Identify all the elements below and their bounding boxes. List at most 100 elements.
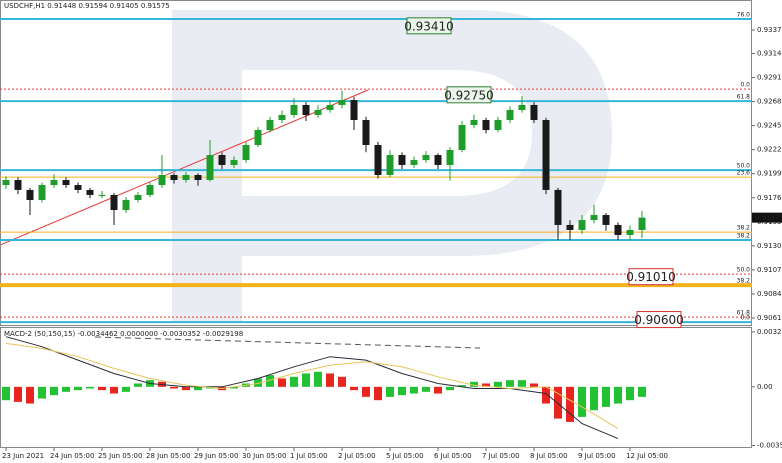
candle-body	[374, 144, 382, 175]
x-tick-label: 2 Jul 05:00	[338, 452, 376, 460]
x-tick-label: 6 Jul 05:00	[434, 452, 472, 460]
histogram-bar	[62, 386, 70, 392]
y-tick-label: 0.90615	[757, 314, 782, 322]
histogram-bar	[230, 386, 238, 389]
y-tick-label: 0.92915	[757, 74, 782, 82]
x-tick-label: 23 Jun 2021	[2, 452, 44, 460]
main-frame	[0, 0, 752, 326]
fib-label: 61.8	[737, 310, 751, 317]
candle-body	[206, 155, 214, 181]
y-tick-label: 0.003288	[757, 328, 782, 336]
price-tag-box	[446, 86, 492, 104]
fib-label: 76.0	[737, 12, 751, 19]
candle-body	[122, 199, 130, 211]
histogram-bar	[542, 386, 550, 404]
histogram-bar	[566, 386, 574, 422]
fib-label: 38.2	[737, 278, 751, 285]
candle-body	[110, 194, 118, 211]
histogram-bar	[302, 373, 310, 387]
histogram-bar	[74, 386, 82, 391]
x-tick-label: 30 Jun 05:00	[242, 452, 286, 460]
candle-body	[218, 155, 226, 165]
histogram-bar	[386, 386, 394, 397]
x-tick-label: 24 Jun 05:00	[50, 452, 94, 460]
candle-body	[278, 114, 286, 121]
candle-body	[398, 155, 406, 165]
fib-label: 23.6	[737, 170, 751, 177]
x-tick-label: 7 Jul 05:00	[482, 452, 520, 460]
histogram-bar	[518, 380, 526, 387]
x-tick-label: 8 Jul 05:00	[530, 452, 568, 460]
candle-body	[170, 174, 178, 181]
candle-body	[2, 180, 10, 186]
histogram-bar	[422, 386, 430, 392]
candle-body	[446, 150, 454, 165]
histogram-bar	[638, 386, 646, 397]
price-tag: 0.91010	[626, 270, 676, 284]
candle-body	[602, 215, 610, 225]
candle-body	[242, 144, 250, 161]
histogram-bar	[26, 386, 34, 404]
fib-label: 38.2	[737, 233, 751, 240]
y-tick-label: 0.93145	[757, 50, 782, 58]
candle-body	[362, 120, 370, 145]
histogram-bar	[362, 386, 370, 397]
histogram-bar	[434, 386, 442, 394]
candle-body	[386, 155, 394, 175]
histogram-bar	[110, 386, 118, 394]
candle-body	[74, 185, 82, 190]
candle-body	[14, 180, 22, 190]
candle-body	[482, 120, 490, 131]
candle-body	[638, 217, 646, 230]
x-tick-label: 1 Jul 05:00	[290, 452, 328, 460]
histogram-bar	[398, 386, 406, 396]
candle-body	[326, 104, 334, 110]
histogram-bar	[614, 386, 622, 404]
histogram-bar	[602, 386, 610, 407]
x-tick-label: 9 Jul 05:00	[578, 452, 616, 460]
candle-body	[614, 224, 622, 235]
x-tick-label: 5 Jul 05:00	[386, 452, 424, 460]
y-tick-label: 0.92685	[757, 98, 782, 106]
histogram-bar	[86, 386, 94, 389]
histogram-bar	[626, 386, 634, 401]
candle-body	[98, 194, 106, 196]
histogram-bar	[278, 378, 286, 387]
x-tick-label: 29 Jun 05:00	[194, 452, 238, 460]
histogram-bar	[290, 376, 298, 387]
price-tag-box	[628, 268, 674, 286]
candle-body	[302, 104, 310, 115]
histogram-bar	[350, 386, 358, 391]
histogram-bar	[458, 385, 466, 387]
price-tag-box	[636, 311, 682, 329]
price-tag: 0.92750	[444, 88, 494, 102]
candle-body	[182, 174, 190, 181]
histogram-bar	[170, 386, 178, 389]
watermark	[172, 10, 612, 322]
candle-body	[86, 189, 94, 195]
candle-body	[518, 104, 526, 110]
fib-label: 50.0	[737, 267, 751, 274]
candle-body	[38, 185, 46, 200]
histogram-bar	[314, 371, 322, 387]
candle-body	[338, 100, 346, 105]
histogram-bar	[98, 386, 106, 391]
histogram-bar	[254, 378, 262, 387]
candle-body	[266, 120, 274, 131]
x-tick-label: 25 Jun 05:00	[98, 452, 142, 460]
histogram-bar	[470, 381, 478, 387]
candle-body	[470, 120, 478, 126]
y-tick-label: 0.92225	[757, 146, 782, 154]
chart-title: USDCHF,H1 0.91448 0.91594 0.91405 0.9157…	[4, 2, 170, 10]
histogram-bar	[182, 386, 190, 391]
candle-body	[254, 130, 262, 145]
histogram-bar	[134, 383, 142, 387]
macd-line	[5, 342, 619, 430]
candle-body	[566, 224, 574, 230]
candle-body	[434, 155, 442, 165]
candle-body	[494, 120, 502, 131]
y-tick-label: 0.91765	[757, 194, 782, 202]
candle-body	[314, 109, 322, 115]
histogram-bar	[506, 380, 514, 387]
